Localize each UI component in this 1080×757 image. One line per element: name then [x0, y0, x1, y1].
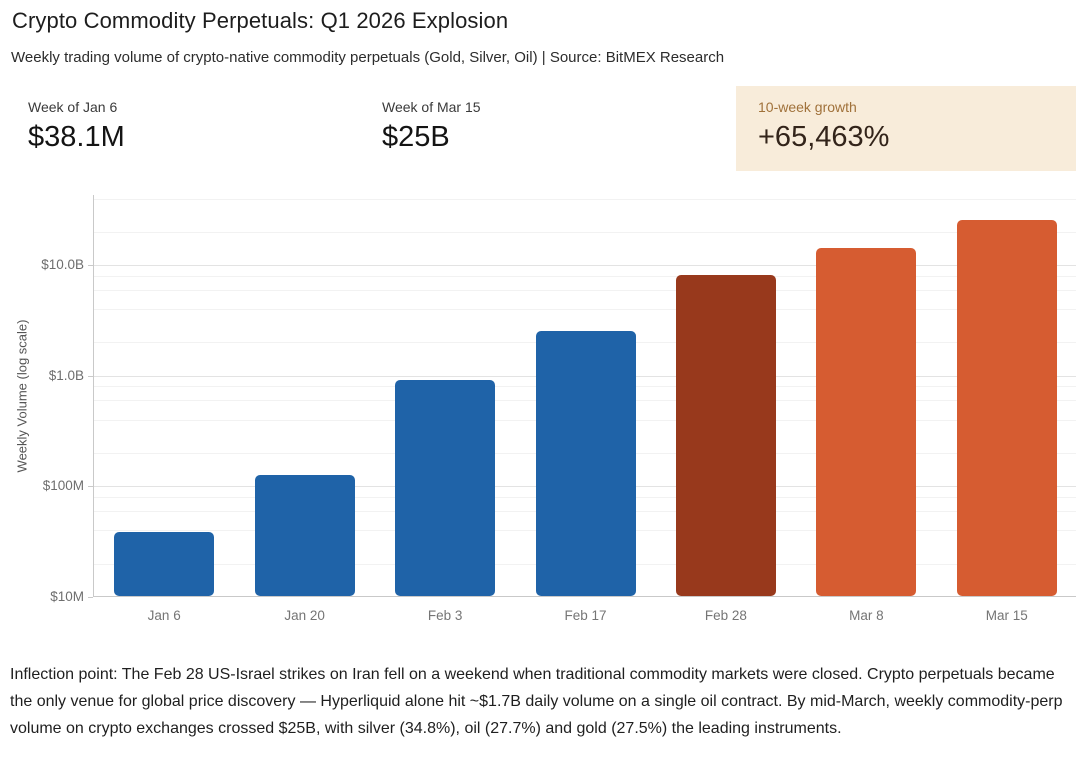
stat-label: Week of Jan 6 — [28, 99, 118, 115]
page-title: Crypto Commodity Perpetuals: Q1 2026 Exp… — [12, 8, 509, 33]
plot-area: $10M $100M $1.0B $10.0B Jan 6 Jan 20 Feb 3 Feb … — [41, 195, 1076, 623]
x-tick-label: Mar 15 — [985, 608, 1028, 623]
bar-jan-20 — [254, 474, 355, 596]
minor-gridline — [94, 231, 1076, 233]
y-tick-mark — [88, 486, 93, 488]
footer-note: Inflection point: The Feb 28 US-Israel s… — [10, 666, 1063, 737]
stats-row: Week of Jan 6 $38.1M Week of Mar 15 $25B… — [28, 86, 1076, 171]
x-tick-label: Mar 8 — [849, 608, 884, 623]
x-tick-label: Jan 6 — [147, 608, 181, 623]
stat-label: 10-week growth — [758, 99, 857, 115]
minor-gridline — [94, 198, 1076, 200]
y-tick-label: $100M — [42, 478, 84, 494]
stat-card-week-mar-15: Week of Mar 15 $25B — [382, 86, 722, 171]
stat-card-growth-highlight: 10-week growth +65,463% — [736, 86, 1076, 171]
minor-gridline — [94, 289, 1076, 291]
minor-gridline — [94, 275, 1076, 277]
bar-mar-15 — [956, 220, 1057, 596]
y-tick-label: $1.0B — [48, 367, 84, 383]
y-tick-mark — [88, 375, 93, 377]
bar-mar-8 — [816, 247, 917, 596]
y-axis-title: Weekly Volume (log scale) — [14, 319, 30, 473]
minor-gridline — [94, 309, 1076, 311]
y-tick-mark — [88, 597, 93, 598]
x-tick-label: Feb 28 — [704, 608, 747, 623]
bar-feb-17 — [535, 330, 636, 596]
stat-label: Week of Mar 15 — [382, 99, 481, 115]
y-tick-label: $10M — [50, 589, 84, 604]
stat-card-week-jan-6: Week of Jan 6 $38.1M — [28, 86, 368, 171]
x-tick-label: Feb 3 — [427, 608, 463, 623]
x-tick-label: Jan 20 — [284, 608, 325, 623]
bar-feb-28 — [675, 274, 776, 596]
stat-value: $38.1M — [28, 121, 125, 153]
page-subtitle: Weekly trading volume of crypto-native c… — [11, 49, 725, 66]
y-tick-mark — [88, 265, 93, 267]
stat-value: $25B — [382, 121, 450, 153]
stat-value: +65,463% — [758, 121, 890, 153]
y-tick-label: $10.0B — [41, 257, 84, 273]
major-gridline — [94, 265, 1076, 267]
bar-jan-6 — [114, 531, 215, 596]
bar-feb-3 — [395, 379, 496, 596]
x-tick-label: Feb 17 — [564, 608, 607, 623]
